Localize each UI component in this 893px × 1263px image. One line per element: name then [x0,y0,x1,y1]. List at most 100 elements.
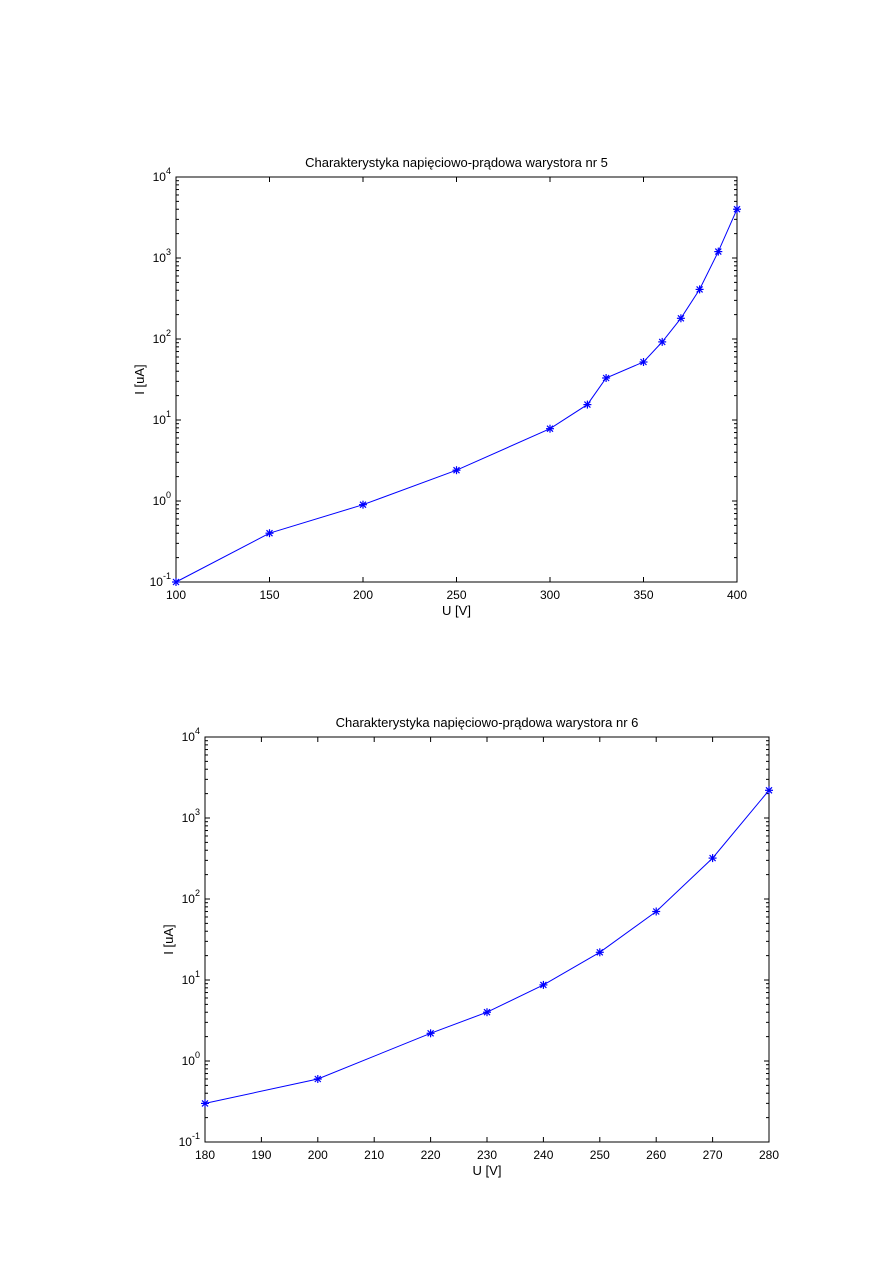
y-tick-base: 10 [182,973,196,987]
y-tick-base: 10 [182,811,196,825]
data-point [652,907,661,916]
data-point [583,400,592,409]
marker-stroke [652,908,660,915]
x-tick-label: 200 [308,1148,328,1162]
marker-stroke [201,1099,209,1107]
y-tick-base: 10 [153,170,167,184]
x-tick-label: 250 [446,588,466,602]
chart-varistor-5: 100 150 200 250 300 350 40010-1100101102103104… [132,155,747,618]
x-tick-label: 240 [533,1148,553,1162]
data-point [676,314,685,323]
data-point [708,854,717,863]
chart-varistor-6: 180 190 200 210 220 230 240 250 260 270 28010-1100… [161,715,779,1178]
marker-stroke [658,338,666,346]
x-axis-label: U [V] [442,603,471,618]
y-tick-exponent: -1 [192,1131,200,1141]
data-point [695,285,704,294]
y-tick-exponent: 1 [166,409,171,419]
x-tick-label: 220 [421,1148,441,1162]
plot-area [204,736,770,1143]
x-tick-label: 400 [727,588,747,602]
marker-stroke [359,501,367,509]
y-tick-base: 10 [182,730,196,744]
marker-stroke [453,466,460,474]
y-tick-exponent: 3 [166,247,171,257]
x-tick-label: 230 [477,1148,497,1162]
marker-stroke [314,1075,322,1083]
y-tick-exponent: 4 [195,726,200,736]
y-tick-exponent: 0 [195,1050,200,1060]
y-tick-exponent: -1 [163,571,171,581]
data-point [483,1008,491,1017]
marker-stroke [596,948,604,956]
y-tick-label: 101 [153,409,171,427]
marker-stroke [765,786,773,794]
y-tick-label: 100 [153,490,171,508]
y-tick-exponent: 4 [166,166,171,176]
x-tick-label: 180 [195,1148,215,1162]
y-tick-base: 10 [150,575,164,589]
x-tick-label: 200 [353,588,373,602]
data-point [733,205,741,214]
data-point [539,980,548,989]
data-point [426,1029,435,1038]
data-point [658,337,667,346]
marker-stroke [733,205,741,213]
x-tick-label: 260 [646,1148,666,1162]
marker-stroke [602,374,610,382]
x-tick-label: 300 [540,588,560,602]
y-tick-exponent: 2 [166,328,171,338]
data-point [765,786,773,795]
y-tick-label: 101 [182,969,200,987]
marker-stroke [539,981,547,989]
marker-stroke [546,425,554,433]
data-point [313,1075,322,1083]
x-tick-label: 190 [251,1148,271,1162]
y-tick-base: 10 [153,251,167,265]
y-tick-base: 10 [153,332,167,346]
marker-stroke [172,578,180,586]
marker-stroke [640,358,647,366]
y-tick-label: 104 [153,166,171,184]
marker-stroke [266,529,273,537]
chart-title: Charakterystyka napięciowo-prądowa warys… [336,715,639,730]
data-point [172,578,180,586]
y-tick-base: 10 [153,494,167,508]
y-tick-base: 10 [182,1054,196,1068]
y-tick-exponent: 0 [166,490,171,500]
x-tick-label: 150 [259,588,279,602]
y-tick-label: 102 [153,328,171,346]
data-point [546,424,554,433]
y-tick-label: 104 [182,726,200,744]
data-point [265,529,274,538]
marker-stroke [709,854,717,862]
y-tick-label: 100 [182,1050,200,1068]
marker-stroke [583,401,591,409]
marker-stroke [714,248,722,256]
marker-stroke [677,314,685,322]
y-tick-exponent: 2 [195,888,200,898]
marker-stroke [696,285,704,293]
marker-stroke [483,1008,491,1016]
x-axis-label: U [V] [473,1163,502,1178]
marker-stroke [427,1029,435,1037]
y-tick-exponent: 3 [195,807,200,817]
x-tick-label: 210 [364,1148,384,1162]
data-point [595,948,604,957]
x-tick-label: 350 [633,588,653,602]
y-tick-label: 10-1 [179,1131,200,1149]
chart-title: Charakterystyka napięciowo-prądowa warys… [305,155,608,170]
plot-area [175,176,738,583]
data-point [602,374,611,382]
y-axis-label: I [uA] [161,924,176,954]
data-point [359,500,367,509]
y-tick-label: 102 [182,888,200,906]
data-point [452,466,461,475]
y-tick-label: 103 [182,807,200,825]
y-tick-base: 10 [179,1135,193,1149]
data-point [639,358,648,366]
data-point [201,1099,209,1108]
y-tick-base: 10 [153,413,167,427]
y-tick-label: 103 [153,247,171,265]
